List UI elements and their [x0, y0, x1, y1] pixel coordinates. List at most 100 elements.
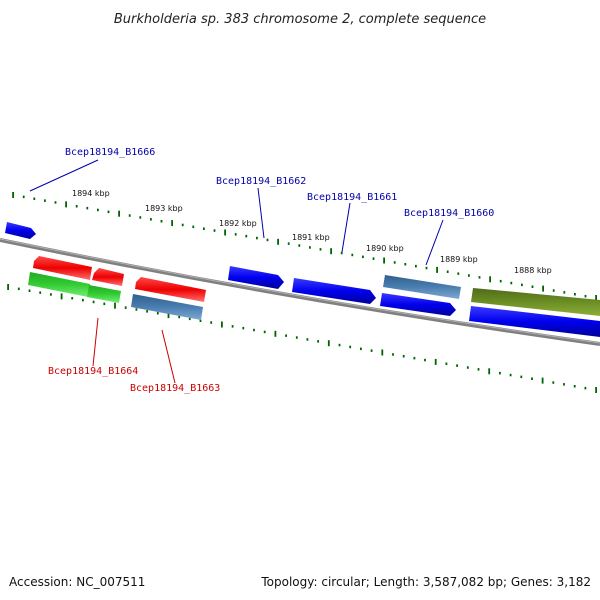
- minor-tick: [210, 321, 213, 324]
- minor-tick: [457, 272, 460, 275]
- gene-feature-blue[interactable]: [292, 278, 376, 304]
- minor-tick: [574, 293, 576, 296]
- major-tick: [595, 387, 597, 393]
- minor-tick: [199, 319, 202, 322]
- tick-label-1894: 1894 kbp: [72, 189, 110, 198]
- minor-tick: [362, 255, 364, 259]
- minor-tick: [285, 334, 287, 337]
- minor-tick: [370, 349, 373, 352]
- minor-tick: [552, 289, 555, 292]
- minor-tick: [245, 234, 248, 238]
- major-tick: [7, 284, 9, 290]
- major-tick: [221, 321, 223, 328]
- minor-tick: [135, 308, 138, 311]
- major-tick: [167, 312, 170, 319]
- minor-tick: [499, 279, 502, 283]
- lower-strand-genes: [28, 272, 600, 337]
- gene-feature-blue[interactable]: [380, 293, 456, 316]
- gene-label-b1666[interactable]: Bcep18194_B1666: [65, 147, 155, 158]
- minor-tick: [82, 298, 84, 302]
- gene-label-b1661[interactable]: Bcep18194_B1661: [307, 192, 397, 203]
- minor-tick: [54, 201, 57, 204]
- major-tick: [274, 330, 277, 337]
- minor-tick: [107, 210, 110, 214]
- minor-tick: [97, 208, 99, 212]
- minor-tick: [466, 366, 469, 369]
- minor-tick: [203, 227, 205, 230]
- minor-tick: [263, 330, 266, 334]
- lower-tick-track: [7, 284, 597, 393]
- gene-label-b1662[interactable]: Bcep18194_B1662: [216, 176, 306, 187]
- minor-tick: [319, 248, 322, 251]
- minor-tick: [573, 385, 576, 388]
- minor-tick: [456, 364, 458, 367]
- tick-label-1892: 1892 kbp: [219, 219, 257, 228]
- minor-tick: [188, 317, 191, 321]
- minor-tick: [156, 312, 159, 315]
- minor-tick: [181, 223, 184, 227]
- minor-tick: [139, 216, 142, 219]
- gene-label-b1664[interactable]: Bcep18194_B1664: [48, 366, 138, 377]
- gene-feature-red[interactable]: [33, 256, 92, 280]
- minor-tick: [351, 253, 354, 257]
- gene-feature-steel[interactable]: [383, 275, 461, 299]
- major-tick: [277, 238, 279, 245]
- gene-feature-blue[interactable]: [228, 266, 284, 289]
- minor-tick: [231, 325, 234, 328]
- major-tick: [12, 192, 14, 198]
- minor-tick: [39, 291, 42, 294]
- major-tick: [383, 257, 385, 264]
- gene-feature-olive[interactable]: [471, 288, 600, 316]
- minor-tick: [424, 358, 426, 362]
- minor-tick: [531, 285, 534, 288]
- minor-tick: [415, 264, 417, 268]
- minor-tick: [306, 338, 309, 341]
- chromosome-backbone: [0, 238, 600, 346]
- gene-label-b1663[interactable]: Bcep18194_B1663: [130, 383, 220, 394]
- minor-tick: [86, 206, 89, 210]
- minor-tick: [521, 283, 523, 287]
- gene-feature-blue[interactable]: [5, 222, 36, 239]
- gene-feature-red[interactable]: [92, 268, 124, 286]
- minor-tick: [75, 205, 78, 208]
- gene-callouts-blue: [29, 159, 444, 266]
- minor-tick: [256, 236, 258, 240]
- minor-tick: [338, 343, 341, 347]
- minor-tick: [28, 289, 31, 292]
- minor-tick: [71, 297, 74, 300]
- minor-tick: [372, 257, 375, 260]
- minor-tick: [393, 261, 396, 264]
- gene-feature-red[interactable]: [135, 277, 206, 302]
- minor-tick: [234, 233, 237, 236]
- minor-tick: [520, 375, 523, 379]
- genome-summary-text: Topology: circular; Length: 3,587,082 bp…: [260, 575, 591, 589]
- minor-tick: [309, 246, 311, 249]
- tick-label-1890: 1890 kbp: [366, 244, 404, 253]
- minor-tick: [510, 281, 513, 285]
- minor-tick: [178, 315, 181, 319]
- diagram-title: Burkholderia sp. 383 chromosome 2, compl…: [114, 12, 486, 27]
- minor-tick: [253, 328, 255, 332]
- minor-tick: [17, 287, 20, 291]
- minor-tick: [404, 263, 407, 266]
- minor-tick: [446, 270, 449, 273]
- gene-feature-green[interactable]: [28, 272, 90, 297]
- major-tick: [595, 295, 597, 301]
- minor-tick: [477, 368, 480, 371]
- major-tick: [541, 377, 544, 384]
- major-tick: [118, 210, 120, 217]
- minor-tick: [552, 381, 555, 384]
- major-tick: [542, 285, 544, 292]
- minor-tick: [124, 306, 127, 309]
- minor-tick: [584, 294, 587, 298]
- tick-label-1889: 1889 kbp: [440, 255, 478, 264]
- gene-label-b1660[interactable]: Bcep18194_B1660: [404, 208, 494, 219]
- minor-tick: [468, 274, 470, 277]
- major-tick: [114, 302, 116, 309]
- minor-tick: [445, 362, 448, 365]
- gene-feature-green[interactable]: [87, 285, 121, 303]
- gene-feature-blue[interactable]: [469, 306, 600, 337]
- gene-feature-steel[interactable]: [131, 294, 203, 320]
- minor-tick: [509, 373, 512, 377]
- minor-tick: [146, 310, 148, 313]
